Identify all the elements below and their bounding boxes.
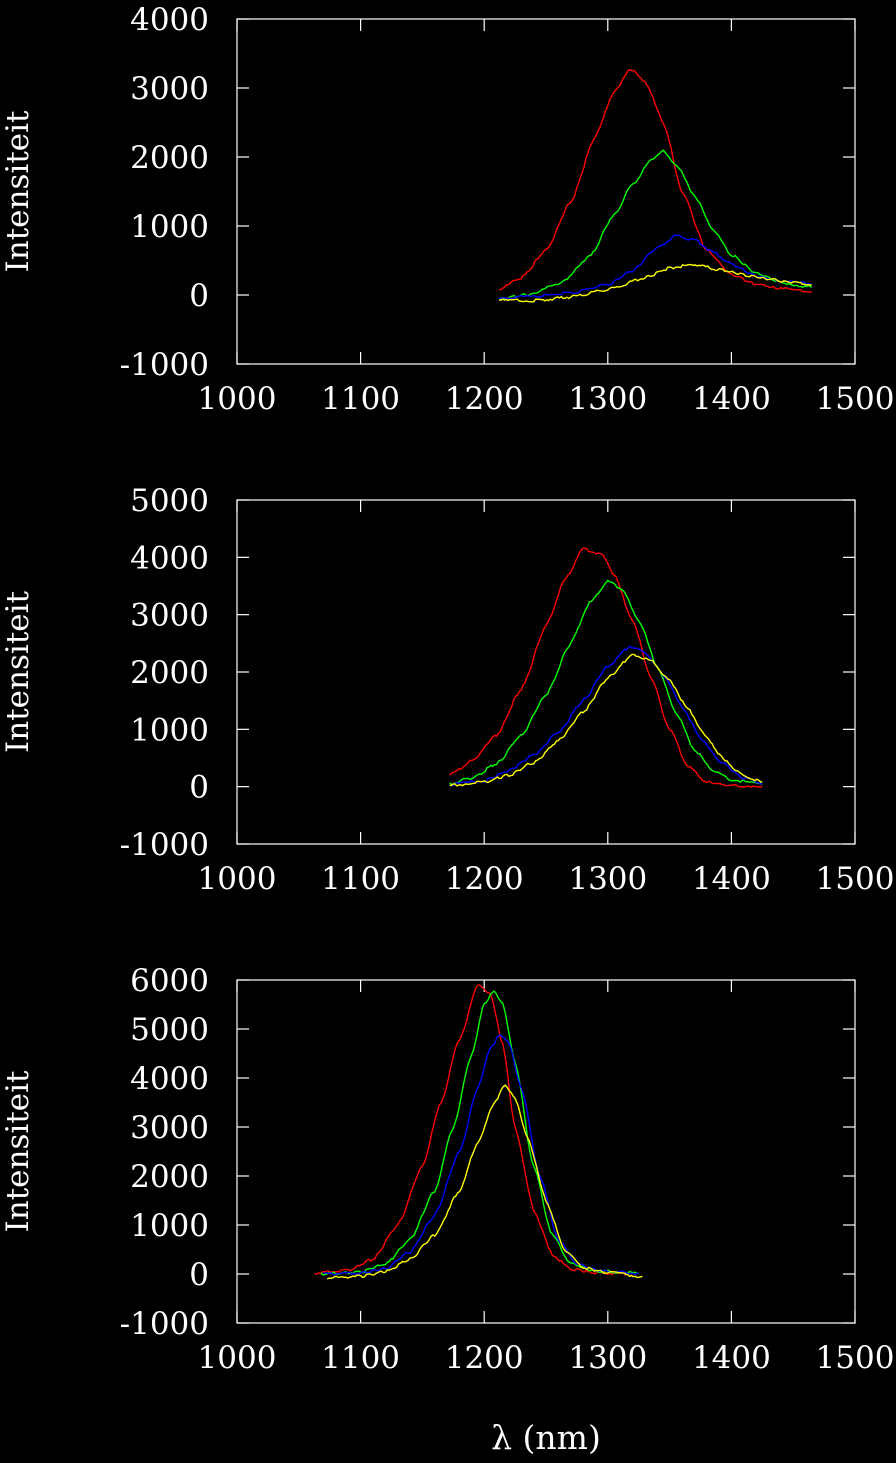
x-tick-label: 1400	[692, 1340, 771, 1376]
chart-panel-3: 1000 1100 1200 1300 1400 1500 -1000 0 1000 2000 30…	[0, 963, 894, 1457]
x-tick-label: 1200	[445, 861, 524, 897]
y-tick-label: 4000	[130, 540, 209, 576]
y-tick-label: 2000	[130, 655, 209, 691]
y-tick-label: 3000	[130, 598, 209, 634]
chart-panel-2: 1000 1100 1200 1300 1400 1500 -1000 0 1000 2000 30…	[0, 483, 894, 897]
y-axis-label: Intensiteit	[0, 1070, 36, 1233]
y-tick-label: 3000	[130, 71, 209, 107]
series-line-green	[498, 149, 813, 300]
y-axis-label: Intensiteit	[0, 110, 36, 273]
series-line-yellow	[498, 263, 812, 303]
x-tick-label: 1300	[568, 381, 647, 417]
y-tick-label: -1000	[120, 347, 209, 383]
y-tick-label: 2000	[130, 140, 209, 176]
x-tick-label: 1400	[692, 381, 771, 417]
y-tick-label: 5000	[130, 1012, 209, 1048]
y-tick-label: 4000	[130, 2, 209, 38]
plot-frame	[236, 499, 856, 845]
x-tick-label: 1500	[816, 381, 895, 417]
x-tick-label: 1400	[692, 861, 771, 897]
plot-frame	[236, 979, 856, 1324]
chart-panel-1: 1000 1100 1200 1300 1400 1500 -1000 0 1000 2000 30…	[0, 2, 894, 417]
y-axis-label: Intensiteit	[0, 590, 36, 753]
x-axis-label: λ (nm)	[491, 1418, 601, 1457]
x-tick-label: 1100	[321, 381, 400, 417]
y-tick-label: 0	[189, 278, 209, 314]
series-line-red	[449, 547, 763, 788]
x-tick-label: 1000	[198, 1340, 277, 1376]
y-tick-label: 1000	[130, 712, 209, 748]
y-tick-label: -1000	[120, 827, 209, 863]
x-tick-label: 1200	[445, 1340, 524, 1376]
series-line-yellow	[449, 653, 763, 787]
y-tick-label: 1000	[130, 209, 209, 245]
y-tick-label: -1000	[120, 1306, 209, 1342]
y-tick-label: 0	[189, 1257, 209, 1293]
series-line-blue	[323, 1034, 639, 1276]
y-tick-label: 3000	[130, 1110, 209, 1146]
plot-frame	[236, 18, 856, 365]
x-tick-label: 1000	[198, 861, 277, 897]
series-line-yellow	[326, 1084, 643, 1280]
x-tick-label: 1100	[321, 861, 400, 897]
x-tick-label: 1500	[816, 1340, 895, 1376]
x-tick-label: 1300	[568, 861, 647, 897]
x-tick-label: 1500	[816, 861, 895, 897]
series-line-green	[449, 579, 763, 786]
series-line-red	[498, 68, 813, 294]
x-tick-label: 1200	[445, 381, 524, 417]
y-tick-label: 0	[189, 770, 209, 806]
y-tick-label: 4000	[130, 1061, 209, 1097]
series-line-blue	[449, 645, 763, 787]
y-tick-label: 5000	[130, 483, 209, 519]
x-tick-label: 1000	[198, 381, 277, 417]
series-line-red	[314, 984, 633, 1276]
series-line-blue	[498, 234, 812, 300]
y-tick-label: 2000	[130, 1159, 209, 1195]
y-tick-label: 6000	[130, 963, 209, 999]
y-tick-label: 1000	[130, 1208, 209, 1244]
series-line-green	[320, 990, 639, 1276]
x-tick-label: 1300	[568, 1340, 647, 1376]
x-tick-label: 1100	[321, 1340, 400, 1376]
